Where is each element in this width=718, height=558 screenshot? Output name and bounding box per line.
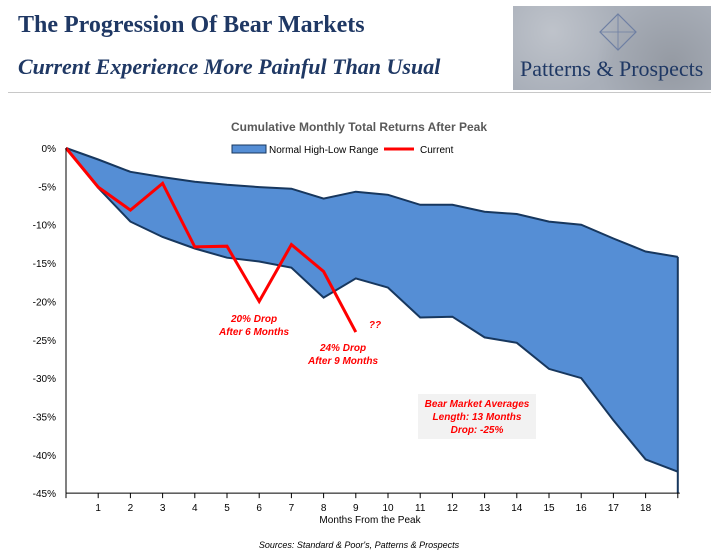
- annotation-box: [365, 315, 385, 334]
- header-rule: [8, 92, 711, 93]
- logo-box: Patterns & Prospects: [513, 6, 711, 90]
- x-tick-label: 15: [543, 503, 555, 514]
- x-tick-label: 4: [192, 503, 198, 514]
- band-lower-edge: [65, 147, 679, 473]
- x-tick-label: 6: [256, 503, 262, 514]
- axis-layer: 0%-5%-10%-15%-20%-25%-30%-35%-40%-45%1 2 3…: [33, 144, 680, 514]
- annotation-text: Length: 13 Months: [433, 412, 522, 423]
- x-tick-label: 7: [289, 503, 295, 514]
- annotation-text: 20% Drop: [230, 314, 277, 325]
- current-layer: [64, 147, 358, 333]
- x-tick-label: 2: [128, 503, 134, 514]
- x-tick-label: 9: [353, 503, 359, 514]
- annotation-text: After 9 Months: [307, 356, 378, 367]
- legend-band-swatch: [231, 144, 267, 154]
- annotation-text: ??: [369, 320, 381, 331]
- x-tick-label: 18: [640, 503, 652, 514]
- chart-title: Cumulative Monthly Total Returns After P…: [231, 120, 487, 134]
- x-tick-label: 10: [382, 503, 394, 514]
- y-tick-label: -15%: [33, 259, 56, 270]
- source-note: Sources: Standard & Poor's, Patterns & P…: [258, 540, 460, 550]
- annotation-box: [304, 338, 382, 370]
- x-tick-label: 17: [608, 503, 620, 514]
- legend: Normal High-Low Range Current: [231, 144, 454, 156]
- y-tick-label: -25%: [33, 336, 56, 347]
- band-upper-edge: [65, 147, 678, 258]
- y-tick-label: -10%: [33, 221, 56, 232]
- logo-text: Patterns & Prospects: [520, 56, 704, 81]
- x-tick-label: 12: [447, 503, 459, 514]
- y-tick-label: -30%: [33, 374, 56, 385]
- annotation-text: Drop: -25%: [451, 425, 504, 436]
- annotation-box: [215, 309, 293, 341]
- header-subtitle: Current Experience More Painful Than Usu…: [18, 54, 441, 79]
- x-tick-label: 1: [95, 503, 101, 514]
- header-title: The Progression Of Bear Markets: [18, 12, 365, 38]
- current-line: [64, 147, 358, 333]
- y-tick-label: -20%: [33, 297, 56, 308]
- annotation-text: Bear Market Averages: [425, 399, 530, 410]
- annotation-text: 24% Drop: [319, 343, 366, 354]
- band-area: [66, 148, 678, 472]
- annotation-text: After 6 Months: [218, 327, 289, 338]
- legend-band-label: Normal High-Low Range: [269, 145, 379, 156]
- legend-current-label: Current: [420, 145, 454, 156]
- x-tick-label: 16: [576, 503, 588, 514]
- diamond-icon: [599, 13, 637, 51]
- x-tick-label: 11: [415, 503, 426, 514]
- x-tick-label: 3: [160, 503, 166, 514]
- x-axis-label: Months From the Peak: [319, 515, 421, 526]
- annotation-box: [418, 394, 536, 439]
- y-tick-label: -35%: [33, 412, 56, 423]
- y-tick-label: -5%: [38, 182, 56, 193]
- x-tick-label: 13: [479, 503, 491, 514]
- annotation-layer: 20% Drop After 6 Months 24% Drop After 9 Mo…: [215, 309, 536, 439]
- x-tick-label: 8: [321, 503, 327, 514]
- band-layer: [65, 147, 679, 494]
- y-tick-label: 0%: [42, 144, 57, 155]
- x-tick-label: 5: [224, 503, 230, 514]
- y-tick-label: -40%: [33, 451, 56, 462]
- x-tick-label: 14: [511, 503, 523, 514]
- y-tick-label: -45%: [33, 489, 56, 500]
